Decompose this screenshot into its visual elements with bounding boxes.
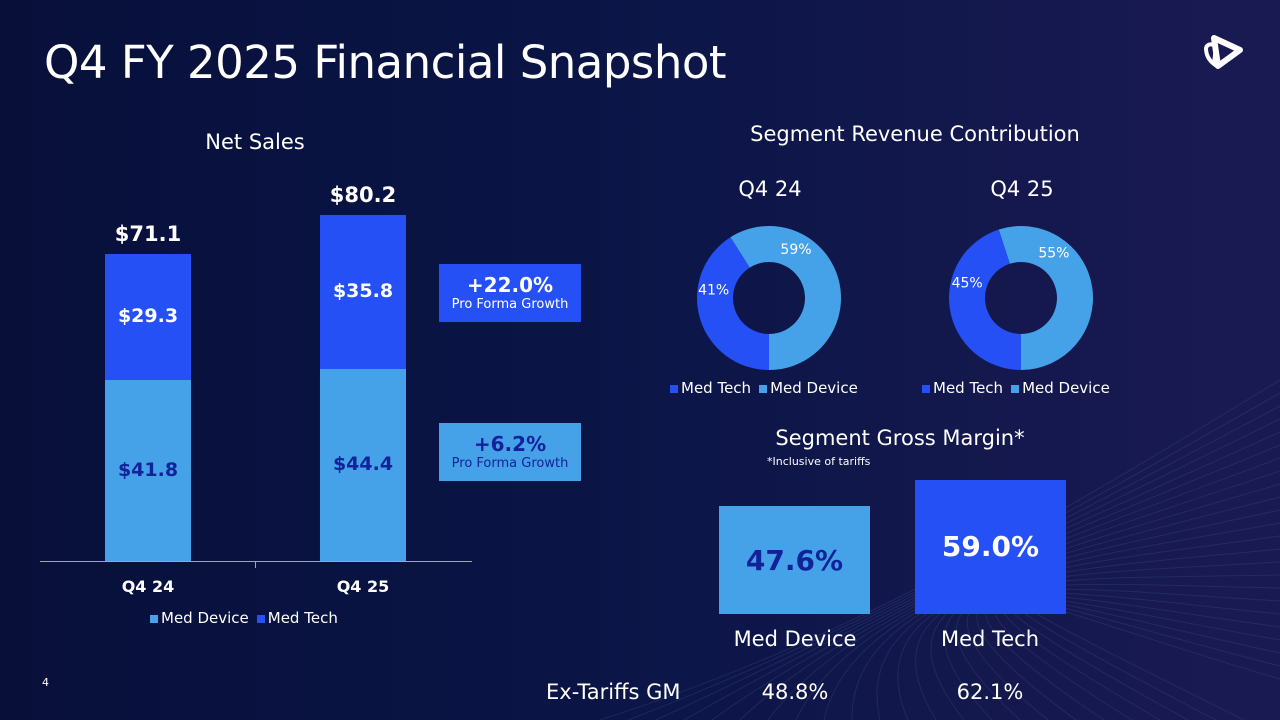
bar-segment	[105, 380, 191, 561]
bar-segment	[320, 214, 406, 370]
donut-legend: Med Tech Med Device	[670, 379, 858, 397]
donut-data-label: 59%	[780, 242, 811, 258]
axis-tick	[255, 561, 256, 568]
donut-data-label: 45%	[952, 276, 983, 292]
bar-data-label: $29.3	[117, 305, 179, 328]
gross-margin-note: *Inclusive of tariffs	[767, 455, 871, 468]
growth-label: Pro Forma Growth	[451, 297, 569, 312]
gm-category-label: Med Device	[733, 627, 857, 651]
ex-tariffs-med-tech: 62.1%	[956, 680, 1024, 704]
company-logo-icon	[1203, 35, 1243, 69]
donut-slice	[730, 226, 841, 370]
donut-slice	[697, 237, 769, 370]
net-sales-legend: Med Device Med Tech	[150, 609, 338, 627]
donut-data-label: 55%	[1038, 246, 1069, 262]
med-device-growth-badge: +6.2% Pro Forma Growth	[439, 423, 581, 481]
bar-data-label: $44.4	[332, 453, 394, 476]
donut-subtitle: Q4 24	[738, 177, 802, 201]
ex-tariffs-label: Ex-Tariffs GM	[546, 680, 681, 704]
page-number: 4	[42, 676, 49, 689]
x-tick-label: Q4 24	[121, 577, 175, 596]
legend-item: Med Tech	[670, 379, 751, 397]
legend-item: Med Device	[1011, 379, 1110, 397]
bar-total-label: $80.2	[329, 182, 397, 207]
gross-margin-title: Segment Gross Margin*	[775, 426, 1025, 450]
x-axis	[40, 561, 472, 562]
legend-item: Med Tech	[922, 379, 1003, 397]
bar-total-label: $71.1	[114, 221, 182, 246]
legend-item: Med Device	[759, 379, 858, 397]
growth-label: Pro Forma Growth	[451, 456, 569, 471]
segment-revenue-title: Segment Revenue Contribution	[750, 122, 1080, 146]
growth-value: +6.2%	[473, 432, 547, 456]
net-sales-title: Net Sales	[205, 130, 305, 154]
donut-legend: Med Tech Med Device	[922, 379, 1110, 397]
gm-category-label: Med Tech	[940, 627, 1040, 651]
bar-segment	[320, 369, 406, 561]
legend-item: Med Tech	[256, 609, 338, 627]
bar-data-label: $35.8	[332, 279, 394, 302]
med-tech-gm-box: 59.0%	[915, 480, 1066, 614]
legend-item: Med Device	[150, 609, 249, 627]
growth-value: +22.0%	[466, 273, 554, 297]
bar-segment	[105, 253, 191, 381]
donut-data-label: 41%	[698, 282, 729, 298]
med-device-gm-box: 47.6%	[719, 506, 870, 614]
med-tech-growth-badge: +22.0% Pro Forma Growth	[439, 264, 581, 322]
donut-slice	[998, 226, 1093, 370]
donut-slice	[949, 229, 1021, 370]
page-title: Q4 FY 2025 Financial Snapshot	[44, 36, 727, 89]
x-tick-label: Q4 25	[336, 577, 390, 596]
bar-data-label: $41.8	[117, 458, 179, 481]
donut-subtitle: Q4 25	[990, 177, 1054, 201]
ex-tariffs-med-device: 48.8%	[761, 680, 829, 704]
